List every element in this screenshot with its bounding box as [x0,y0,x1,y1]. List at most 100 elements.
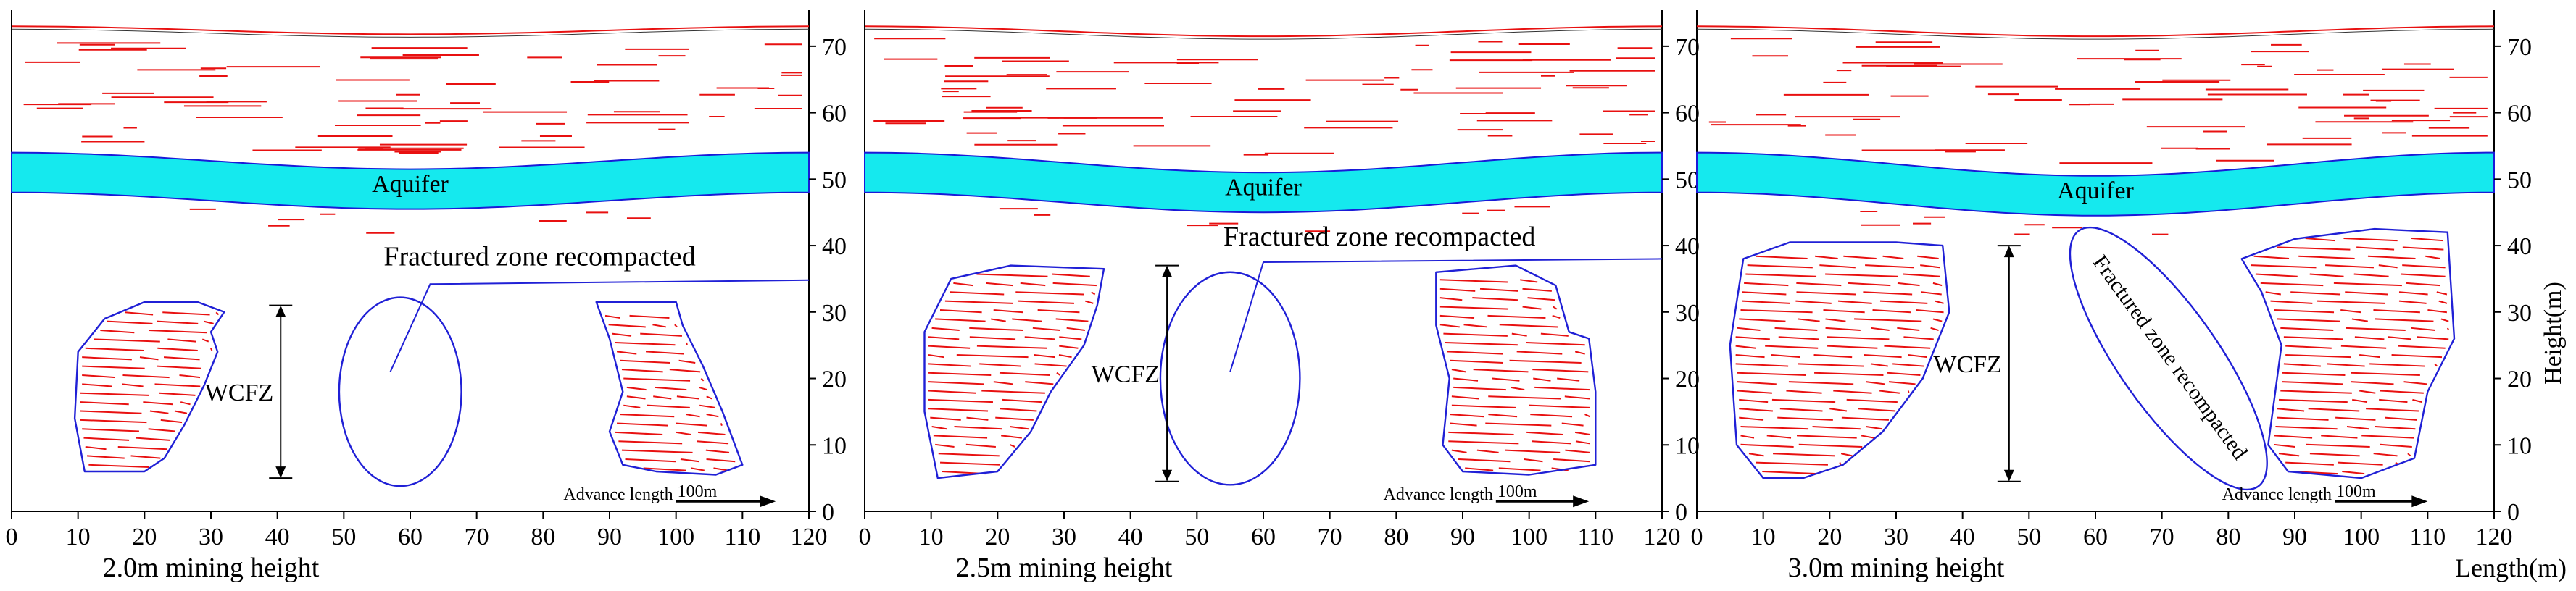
y-tick-label: 0 [822,499,834,526]
x-tick-label: 120 [1644,524,1681,550]
zone-fracture [210,348,213,351]
advance-value: 100m [678,482,718,501]
zone-fracture [935,318,986,322]
zone-fracture [706,414,719,418]
zone-fracture [2277,318,2340,322]
zone-fracture [1827,345,1878,349]
zone-fracture [1059,345,1079,349]
zone-fracture [2317,300,2385,304]
zone-fracture [2375,318,2434,322]
advance-label: Advance length [2222,485,2332,504]
y-tick-label: 30 [2507,300,2532,327]
zone-fracture [1526,431,1563,436]
zone-fracture [2321,435,2358,439]
zone-fracture [154,383,201,387]
zone-fracture [699,404,715,408]
x-tick-label: 60 [1251,524,1276,550]
zone-fracture [653,395,672,400]
zone-fracture [94,338,160,343]
y-tick-label: 40 [822,233,847,260]
y-tick-label: 60 [822,101,847,127]
zone-fracture [2361,435,2414,439]
y-tick-label: 10 [1675,432,1700,459]
zone-fracture [201,338,209,343]
zone-fracture [1532,440,1571,445]
left-fracture-zone [1729,241,1950,479]
x-tick-label: 80 [2216,524,2240,550]
zone-fracture [1058,353,1072,359]
zone-fracture [986,282,1013,287]
zone-fracture [1796,291,1856,296]
zone-fracture [1739,408,1773,412]
zone-fracture [615,341,676,346]
zone-fracture [1451,404,1516,408]
zone-fracture [2275,426,2338,430]
zone-fracture [1085,300,1094,304]
zone-fracture [1739,398,1769,403]
zone-fracture [612,332,632,337]
zone-fracture [1825,318,1846,322]
recompacted-zone-ellipse [2069,226,2268,491]
zone-fracture [1888,381,1916,385]
x-tick-label: 10 [66,524,91,550]
zone-fracture [1920,264,1941,269]
zone-fracture [2351,318,2368,322]
zone-fracture [1499,324,1558,328]
zone-fracture [2345,291,2388,296]
zone-fracture [2306,443,2370,448]
zone-fracture [80,401,129,406]
zone-fracture [2438,300,2448,304]
zone-fracture [678,359,696,364]
zone-fracture [2407,453,2411,457]
zone-fracture [1439,297,1463,301]
zone-fracture [2255,273,2298,277]
zone-fracture [1010,426,1029,430]
zone-fracture [2436,291,2448,296]
zone-fracture [2278,453,2300,457]
zone-fracture [1018,300,1075,304]
zone-fracture [1798,318,1820,322]
zone-fracture [940,461,1001,466]
zone-fracture [82,374,116,379]
zone-fracture [995,416,1034,421]
y-tick-label: 50 [1675,167,1700,193]
zone-fracture [1439,324,1460,328]
y-tick-label: 20 [2507,366,2532,393]
zone-fracture [1739,318,1786,322]
zone-fracture [1002,398,1042,403]
zone-fracture [1778,336,1819,340]
zone-fracture [2434,363,2438,367]
zone-fracture [2260,282,2324,287]
zone-fracture [1492,377,1520,382]
zone-fracture [1533,377,1551,382]
zone-fracture [1735,345,1756,349]
x-tick-label: 80 [1384,524,1408,550]
zone-fracture [621,449,693,453]
zone-fracture [1020,282,1046,287]
zone-fracture [1439,288,1476,292]
zone-fracture [2398,291,2428,296]
wcfz-label: WCFZ [205,380,273,406]
zone-fracture [645,351,685,355]
zone-fracture [82,365,145,369]
zone-fracture [2351,372,2420,376]
zone-fracture [652,324,666,328]
zone-fracture [1575,440,1590,445]
zone-fracture [2367,255,2416,259]
x-tick-label: 110 [724,524,760,550]
zone-fracture [629,314,670,319]
zone-fracture [1917,255,1939,259]
surface-line-inner [1696,28,2495,40]
zone-fracture [608,324,646,328]
y-tick-label: 40 [2507,233,2532,260]
y-tick-label: 70 [1675,34,1700,61]
zone-fracture [1488,414,1518,418]
zone-fracture [969,327,1023,332]
x-tick-label: 10 [1751,524,1776,550]
zone-fracture [1846,398,1898,403]
zone-fracture [1450,414,1484,418]
zone-fracture [2380,443,2412,448]
zone-fracture [623,377,691,382]
zone-fracture [1814,372,1884,376]
zone-fracture [167,338,196,343]
